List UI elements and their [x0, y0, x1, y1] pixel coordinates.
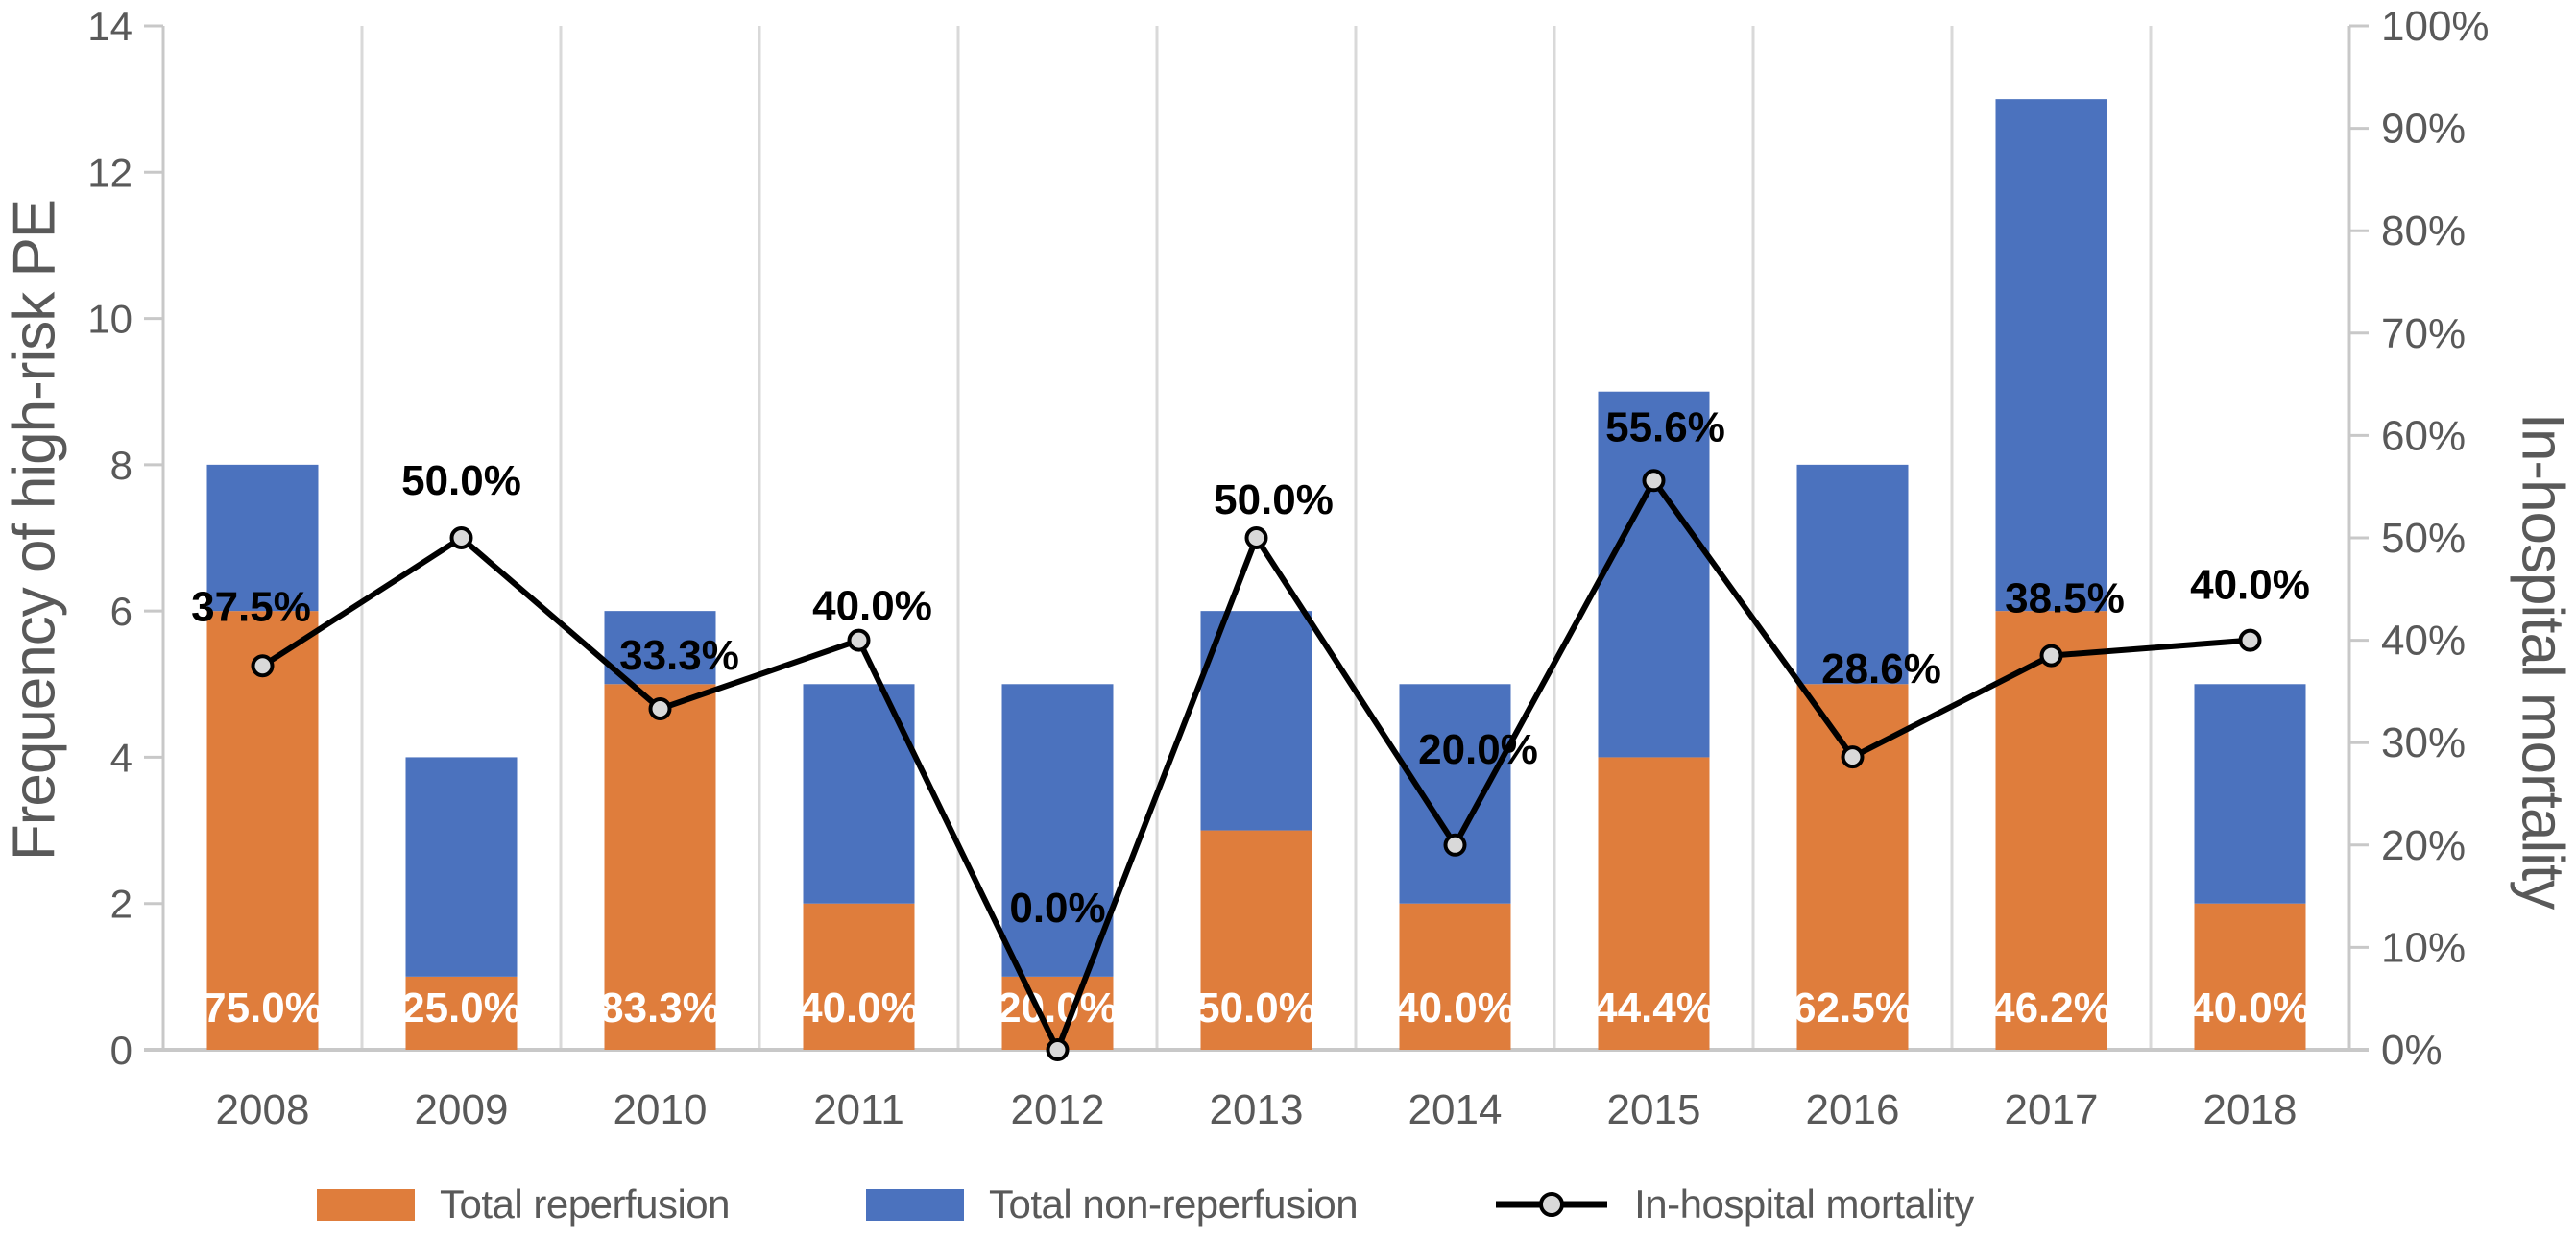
left-axis-tick-label: 6 — [110, 589, 132, 634]
mortality-point-2013[interactable] — [1244, 526, 1268, 549]
non-reperfusion-swatch-icon — [866, 1188, 965, 1221]
mortality-pct-label-2013: 50.0% — [1214, 476, 1334, 523]
legend-item-total-reperfusion[interactable]: Total reperfusion — [317, 1181, 731, 1227]
right-axis-tick-label: 90% — [2381, 106, 2466, 153]
left-axis-tick-label: 4 — [110, 735, 132, 780]
mortality-point-2008[interactable] — [251, 654, 275, 678]
x-axis-year-label-2017: 2017 — [2005, 1086, 2099, 1133]
reperfusion-pct-label-2016: 62.5% — [1793, 984, 1913, 1032]
left-axis-tick-label: 10 — [87, 297, 132, 342]
reperfusion-pct-label-2008: 75.0% — [203, 984, 323, 1032]
right-axis-title: In-hospital mortality — [2509, 412, 2576, 910]
x-axis-year-label-2013: 2013 — [1210, 1086, 1304, 1133]
right-axis-tick-label: 0% — [2381, 1027, 2443, 1074]
bar-segment-reperfusion-2010[interactable] — [604, 684, 716, 1050]
mortality-pct-label-2017: 38.5% — [2005, 575, 2125, 622]
reperfusion-pct-label-2018: 40.0% — [2190, 984, 2310, 1032]
right-axis-tick-label: 20% — [2381, 822, 2466, 869]
bar-segment-non-reperfusion-2017[interactable] — [1995, 99, 2107, 612]
mortality-point-2016[interactable] — [1841, 745, 1865, 769]
line-marker-icon — [1496, 1192, 1608, 1217]
mortality-pct-label-2008: 37.5% — [191, 583, 311, 630]
legend-label: Total reperfusion — [440, 1181, 731, 1227]
bar-segment-non-reperfusion-2018[interactable] — [2194, 684, 2306, 904]
x-axis-year-label-2018: 2018 — [2203, 1086, 2298, 1133]
legend: Total reperfusion Total non-reperfusion … — [317, 1178, 1974, 1231]
left-axis-tick-label: 14 — [87, 4, 132, 49]
right-axis-tick-label: 100% — [2381, 3, 2490, 50]
bar-segment-non-reperfusion-2010[interactable] — [604, 611, 716, 685]
bar-segment-reperfusion-2017[interactable] — [1995, 611, 2107, 1050]
mortality-pct-label-2018: 40.0% — [2190, 562, 2310, 609]
bar-segment-reperfusion-2008[interactable] — [206, 611, 319, 1050]
mortality-pct-label-2009: 50.0% — [401, 457, 521, 504]
reperfusion-pct-label-2009: 25.0% — [401, 984, 521, 1032]
bar-segment-reperfusion-2012[interactable] — [1001, 976, 1114, 1050]
mortality-point-2018[interactable] — [2238, 628, 2262, 652]
bar-segment-reperfusion-2016[interactable] — [1796, 684, 1909, 1050]
bar-segment-reperfusion-2009[interactable] — [405, 976, 518, 1050]
mortality-pct-label-2014: 20.0% — [1418, 726, 1538, 773]
mortality-pct-label-2010: 33.3% — [619, 632, 739, 679]
right-axis-tick-label: 50% — [2381, 515, 2466, 562]
left-axis-tick-label: 8 — [110, 443, 132, 488]
reperfusion-pct-label-2010: 83.3% — [600, 984, 720, 1032]
bar-segment-reperfusion-2013[interactable] — [1200, 830, 1312, 1050]
left-axis-tick-label: 12 — [87, 150, 132, 195]
x-axis-year-label-2014: 2014 — [1408, 1086, 1503, 1133]
reperfusion-pct-label-2012: 20.0% — [998, 984, 1118, 1032]
mortality-pct-label-2016: 28.6% — [1821, 645, 1941, 692]
bar-segment-non-reperfusion-2014[interactable] — [1399, 684, 1511, 904]
mortality-point-2009[interactable] — [449, 526, 473, 549]
bar-segment-reperfusion-2018[interactable] — [2194, 903, 2306, 1050]
bar-segment-non-reperfusion-2008[interactable] — [206, 464, 319, 612]
right-axis-tick-label: 30% — [2381, 719, 2466, 766]
reperfusion-pct-label-2011: 40.0% — [799, 984, 919, 1032]
legend-item-total-non-reperfusion[interactable]: Total non-reperfusion — [866, 1181, 1359, 1227]
mortality-point-2017[interactable] — [2039, 644, 2063, 668]
mortality-point-2014[interactable] — [1443, 833, 1467, 857]
reperfusion-swatch-icon — [317, 1188, 415, 1221]
right-axis-tick-label: 80% — [2381, 207, 2466, 255]
right-axis-tick-label: 40% — [2381, 618, 2466, 665]
bar-segment-non-reperfusion-2012[interactable] — [1001, 684, 1114, 977]
legend-label: In-hospital mortality — [1634, 1181, 1974, 1227]
left-axis-title: Frequency of high-risk PE — [1, 199, 68, 862]
bar-segment-reperfusion-2011[interactable] — [803, 903, 915, 1050]
right-axis-tick-label: 10% — [2381, 924, 2466, 971]
mortality-point-2012[interactable] — [1046, 1038, 1070, 1061]
bar-segment-reperfusion-2015[interactable] — [1598, 757, 1710, 1050]
legend-item-in-hospital-mortality[interactable]: In-hospital mortality — [1494, 1181, 1974, 1227]
x-axis-year-label-2016: 2016 — [1806, 1086, 1900, 1133]
right-axis-tick-label: 70% — [2381, 310, 2466, 357]
mortality-pct-label-2015: 55.6% — [1605, 403, 1725, 450]
left-axis-tick-label: 0 — [110, 1028, 132, 1073]
reperfusion-pct-label-2014: 40.0% — [1395, 984, 1515, 1032]
right-axis-tick-label: 60% — [2381, 412, 2466, 459]
reperfusion-pct-label-2015: 44.4% — [1594, 984, 1714, 1032]
bar-segment-reperfusion-2014[interactable] — [1399, 903, 1511, 1050]
mortality-pct-label-2012: 0.0% — [1009, 885, 1105, 932]
left-axis-tick-label: 2 — [110, 882, 132, 927]
legend-label: Total non-reperfusion — [989, 1181, 1359, 1227]
reperfusion-pct-label-2013: 50.0% — [1196, 984, 1316, 1032]
mortality-point-2011[interactable] — [847, 628, 871, 652]
x-axis-year-label-2010: 2010 — [614, 1086, 708, 1133]
bar-segment-non-reperfusion-2016[interactable] — [1796, 464, 1909, 685]
x-axis-year-label-2008: 2008 — [216, 1086, 310, 1133]
mortality-pct-label-2011: 40.0% — [812, 583, 932, 630]
bar-segment-non-reperfusion-2013[interactable] — [1200, 611, 1312, 831]
x-axis-year-label-2009: 2009 — [415, 1086, 509, 1133]
x-axis-year-label-2011: 2011 — [813, 1086, 904, 1133]
bar-segment-non-reperfusion-2015[interactable] — [1598, 391, 1710, 758]
x-axis-year-label-2012: 2012 — [1011, 1086, 1105, 1133]
reperfusion-pct-label-2017: 46.2% — [1991, 984, 2111, 1032]
mortality-point-2010[interactable] — [648, 697, 672, 721]
bar-segment-non-reperfusion-2009[interactable] — [405, 757, 518, 977]
mortality-point-2015[interactable] — [1642, 469, 1666, 493]
x-axis-year-label-2015: 2015 — [1607, 1086, 1701, 1133]
